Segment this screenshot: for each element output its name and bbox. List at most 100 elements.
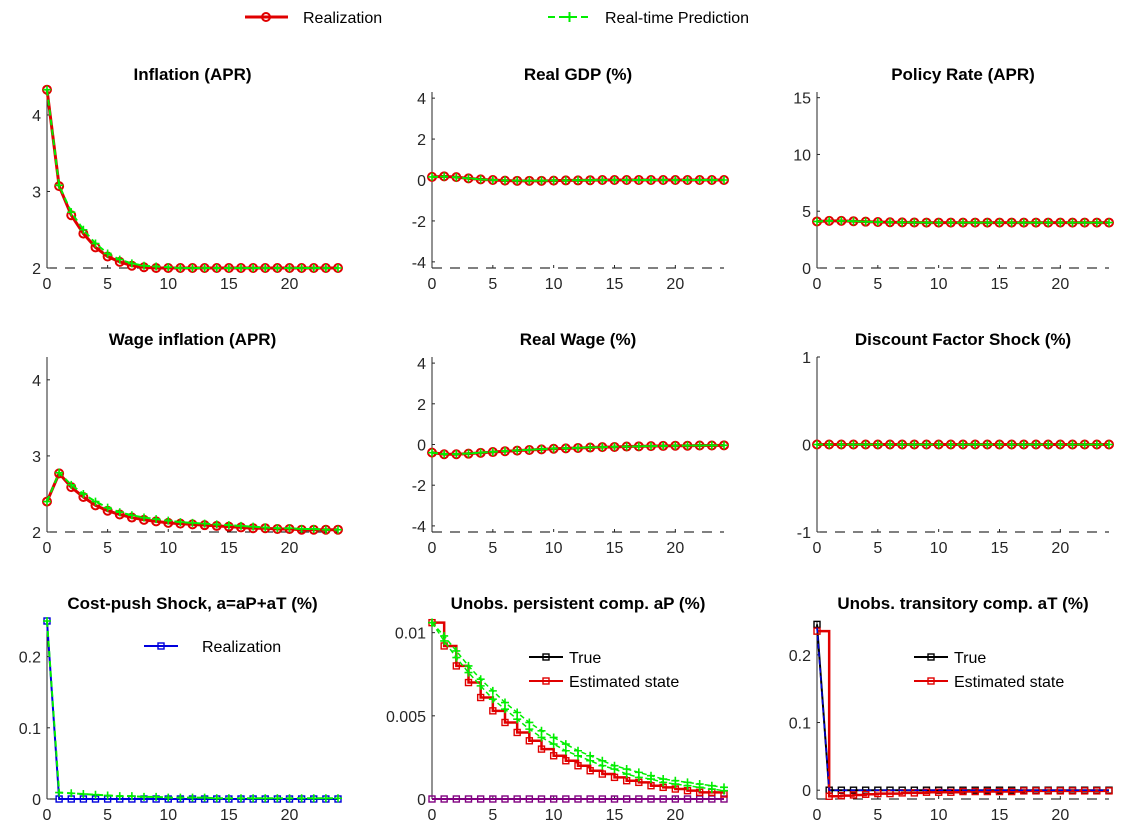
data-point xyxy=(428,448,436,457)
data-point xyxy=(1056,440,1065,449)
data-point xyxy=(115,255,124,264)
data-point xyxy=(861,440,870,449)
y-tick-label: 15 xyxy=(793,91,811,108)
data-point xyxy=(971,787,979,796)
data-point xyxy=(452,653,461,662)
data-point xyxy=(525,725,534,734)
data-point xyxy=(224,521,233,530)
x-tick-label: 10 xyxy=(930,276,948,293)
data-point xyxy=(309,794,318,803)
x-tick-label: 5 xyxy=(873,276,882,293)
subplot-3: Policy Rate (APR) 0 5 10 15 20 0 5 10 15 xyxy=(793,65,1114,293)
y-tick-label: -2 xyxy=(412,214,426,231)
data-point xyxy=(237,521,245,530)
x-tick-label: 20 xyxy=(281,807,299,824)
x-tick-label: 15 xyxy=(220,276,238,293)
data-point xyxy=(549,444,558,453)
data-point xyxy=(43,617,51,625)
data-point xyxy=(622,770,631,779)
data-point xyxy=(261,264,270,272)
data-point xyxy=(212,794,221,803)
y-tick-label: -4 xyxy=(412,255,426,272)
data-point xyxy=(1080,787,1089,795)
data-point xyxy=(549,176,558,185)
data-point xyxy=(647,795,655,803)
top-legend: Realization Real-time Prediction xyxy=(245,10,749,27)
data-point xyxy=(237,794,245,803)
data-point xyxy=(164,263,173,272)
y-tick-label: 4 xyxy=(32,373,41,390)
data-point xyxy=(103,503,112,512)
data-point xyxy=(1007,218,1016,227)
data-point xyxy=(488,176,497,184)
x-tick-label: 10 xyxy=(545,807,563,824)
data-point xyxy=(176,264,185,272)
data-point xyxy=(610,765,619,774)
data-point xyxy=(513,715,522,724)
y-tick-label: 3 xyxy=(32,184,41,201)
y-tick-label: 0 xyxy=(802,261,811,278)
data-point xyxy=(249,794,258,803)
data-point xyxy=(464,795,473,803)
subplot-title: Unobs. persistent comp. aP (%) xyxy=(451,594,706,613)
data-point xyxy=(297,794,306,803)
data-point xyxy=(671,441,680,450)
x-tick-label: 20 xyxy=(1051,540,1069,557)
data-point xyxy=(598,770,607,778)
data-point xyxy=(995,440,1004,449)
y-tick-label: 0 xyxy=(417,792,426,809)
data-point xyxy=(297,524,306,533)
data-point xyxy=(212,264,221,272)
data-point xyxy=(837,440,846,449)
x-tick-label: 10 xyxy=(545,276,563,293)
data-point xyxy=(1068,440,1077,449)
data-point xyxy=(598,795,607,803)
data-point xyxy=(1007,787,1016,796)
data-point xyxy=(488,695,497,704)
data-point xyxy=(671,795,680,803)
data-point xyxy=(249,264,258,272)
y-tick-label: 0.1 xyxy=(789,716,811,733)
data-point xyxy=(562,757,570,765)
data-point xyxy=(683,176,692,184)
legend-realization-label: Realization xyxy=(303,10,382,27)
data-point xyxy=(237,264,245,272)
data-point xyxy=(849,217,858,226)
y-tick-label: 4 xyxy=(417,356,426,373)
data-point xyxy=(659,441,668,450)
data-point xyxy=(671,780,680,789)
x-tick-label: 5 xyxy=(103,276,112,293)
data-point xyxy=(561,444,570,453)
subplot-4: Wage inflation (APR) 0 5 10 15 20 2 3 4 xyxy=(32,330,343,557)
x-tick-label: 15 xyxy=(220,807,238,824)
x-tick-label: 0 xyxy=(43,807,52,824)
x-tick-label: 10 xyxy=(930,807,948,824)
x-tick-label: 10 xyxy=(159,276,177,293)
y-tick-label: 0.2 xyxy=(789,648,811,665)
data-point xyxy=(476,681,485,690)
subplot-title: Wage inflation (APR) xyxy=(109,330,276,349)
data-point xyxy=(995,787,1004,796)
data-point xyxy=(476,175,485,184)
data-point xyxy=(464,174,473,183)
data-point xyxy=(1080,218,1089,227)
data-point xyxy=(488,686,497,695)
data-point xyxy=(922,218,931,227)
data-point xyxy=(1105,787,1113,795)
data-point xyxy=(946,218,955,227)
x-tick-label: 5 xyxy=(488,807,497,824)
data-point xyxy=(622,176,631,184)
data-point xyxy=(188,264,197,272)
series-line xyxy=(817,629,1109,798)
data-point xyxy=(825,440,834,449)
data-point xyxy=(1019,440,1028,449)
data-point xyxy=(452,450,461,459)
data-point xyxy=(886,218,894,227)
subplot-title: Cost-push Shock, a=aP+aT (%) xyxy=(67,594,317,613)
y-tick-label: -1 xyxy=(797,525,811,542)
data-point xyxy=(873,440,882,449)
data-point xyxy=(309,264,318,272)
x-tick-label: 15 xyxy=(991,807,1009,824)
data-point xyxy=(501,718,509,727)
